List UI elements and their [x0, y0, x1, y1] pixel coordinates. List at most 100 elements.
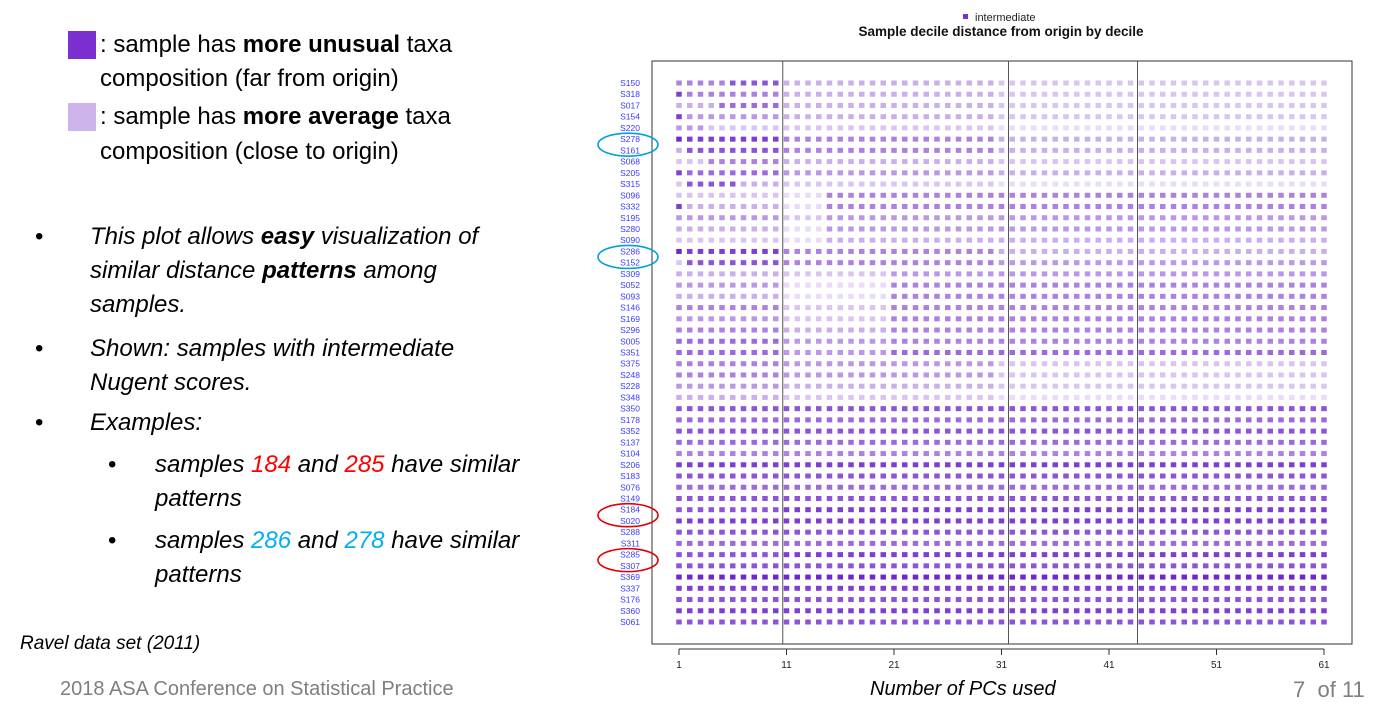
heatmap-cell	[1235, 439, 1241, 445]
heatmap-row	[676, 248, 1327, 254]
decile-heatmap-chart: intermediate Sample decile distance from…	[597, 12, 1353, 671]
heatmap-cell	[945, 248, 951, 254]
heatmap-cell	[1321, 114, 1327, 120]
heatmap-cell	[751, 159, 757, 165]
heatmap-cell	[912, 192, 919, 198]
heatmap-cell	[676, 417, 682, 423]
heatmap-cell	[848, 540, 854, 546]
heatmap-cell	[783, 226, 790, 232]
heatmap-cell	[1235, 271, 1241, 277]
heatmap-cell	[1063, 91, 1069, 97]
heatmap-cell	[773, 91, 779, 97]
heatmap-cell	[1213, 237, 1220, 243]
heatmap-cell	[783, 204, 790, 210]
heatmap-cell	[1321, 159, 1327, 165]
heatmap-cell	[1127, 248, 1134, 254]
heatmap-cell	[1138, 91, 1144, 97]
heatmap-cell	[687, 192, 693, 198]
heatmap-cell	[805, 529, 811, 535]
heatmap-cell	[1267, 552, 1273, 558]
heatmap-cell	[687, 350, 693, 355]
heatmap-cell	[676, 170, 682, 176]
heatmap-cell	[859, 204, 865, 210]
heatmap-cell	[1052, 585, 1058, 591]
heatmap-cell	[1213, 260, 1220, 266]
heatmap-cell	[1192, 181, 1198, 187]
heatmap-cell	[676, 574, 682, 580]
heatmap-cell	[945, 226, 951, 232]
heatmap-cell	[1267, 372, 1273, 378]
heatmap-cell	[1256, 417, 1263, 423]
heatmap-cell	[1170, 327, 1177, 333]
heatmap-cell	[1138, 136, 1144, 142]
heatmap-cell	[1149, 473, 1155, 479]
heatmap-cell	[751, 192, 757, 198]
heatmap-cell	[1235, 585, 1241, 591]
heatmap-cell	[1246, 507, 1252, 513]
heatmap-cell	[1138, 451, 1144, 457]
heatmap-cell	[1106, 316, 1112, 322]
heatmap-cell	[1321, 125, 1327, 131]
heatmap-cell	[934, 215, 940, 221]
heatmap-cell	[1299, 114, 1306, 120]
heatmap-cell	[923, 338, 929, 344]
heatmap-cell	[783, 529, 790, 535]
heatmap-cell	[1267, 147, 1273, 153]
heatmap-cell	[1310, 136, 1316, 142]
heatmap-cell	[1138, 574, 1144, 580]
heatmap-cell	[1020, 248, 1026, 254]
heatmap-cell	[1181, 136, 1187, 142]
heatmap-cell	[988, 350, 994, 355]
heatmap-cell	[1192, 619, 1198, 625]
heatmap-cell	[783, 147, 790, 153]
bullet-item: • This plot allows easy visualization of…	[35, 220, 570, 322]
heatmap-cell	[1289, 451, 1295, 457]
heatmap-cell	[1213, 372, 1220, 378]
heatmap-cell	[1041, 159, 1048, 165]
heatmap-cell	[1020, 327, 1026, 333]
heatmap-cell	[1289, 484, 1295, 490]
heatmap-cell	[848, 260, 854, 266]
heatmap-cell	[687, 495, 693, 501]
heatmap-row	[676, 495, 1327, 501]
heatmap-cell	[891, 619, 897, 625]
heatmap-cell	[848, 608, 854, 614]
heatmap-cell	[1213, 574, 1220, 580]
heatmap-cell	[859, 563, 865, 569]
heatmap-cell	[762, 136, 768, 142]
heatmap-cell	[805, 372, 811, 378]
heatmap-cell	[1321, 417, 1327, 423]
heatmap-cell	[998, 585, 1005, 591]
heatmap-cell	[945, 484, 951, 490]
heatmap-cell	[945, 136, 951, 142]
heatmap-cell	[945, 204, 951, 210]
highlight-circle	[597, 547, 659, 573]
heatmap-cell	[676, 619, 682, 625]
heatmap-cell	[719, 260, 725, 266]
heatmap-cell	[891, 215, 897, 221]
heatmap-cell	[869, 114, 876, 120]
heatmap-cell	[848, 417, 854, 423]
heatmap-cell	[1256, 80, 1263, 86]
heatmap-cell	[719, 316, 725, 322]
heatmap-cell	[1278, 181, 1284, 187]
heatmap-cell	[1235, 518, 1241, 524]
heatmap-cell	[1138, 383, 1144, 389]
heatmap-cell	[676, 248, 682, 254]
heatmap-cell	[805, 608, 811, 614]
heatmap-cell	[1074, 91, 1080, 97]
heatmap-cell	[977, 338, 983, 344]
heatmap-cell	[1224, 114, 1230, 120]
heatmap-cell	[1117, 507, 1123, 513]
heatmap-cell	[1052, 192, 1058, 198]
sample-label: S278	[620, 134, 640, 144]
heatmap-cell	[1117, 114, 1123, 120]
heatmap-cell	[1246, 361, 1252, 367]
heatmap-cell	[1213, 417, 1220, 423]
bullet-list: • This plot allows easy visualization of…	[35, 220, 570, 592]
heatmap-cell	[1278, 394, 1284, 400]
heatmap-cell	[1160, 338, 1166, 344]
heatmap-cell	[1267, 80, 1273, 86]
heatmap-cell	[1235, 361, 1241, 367]
heatmap-cell	[1256, 136, 1263, 142]
